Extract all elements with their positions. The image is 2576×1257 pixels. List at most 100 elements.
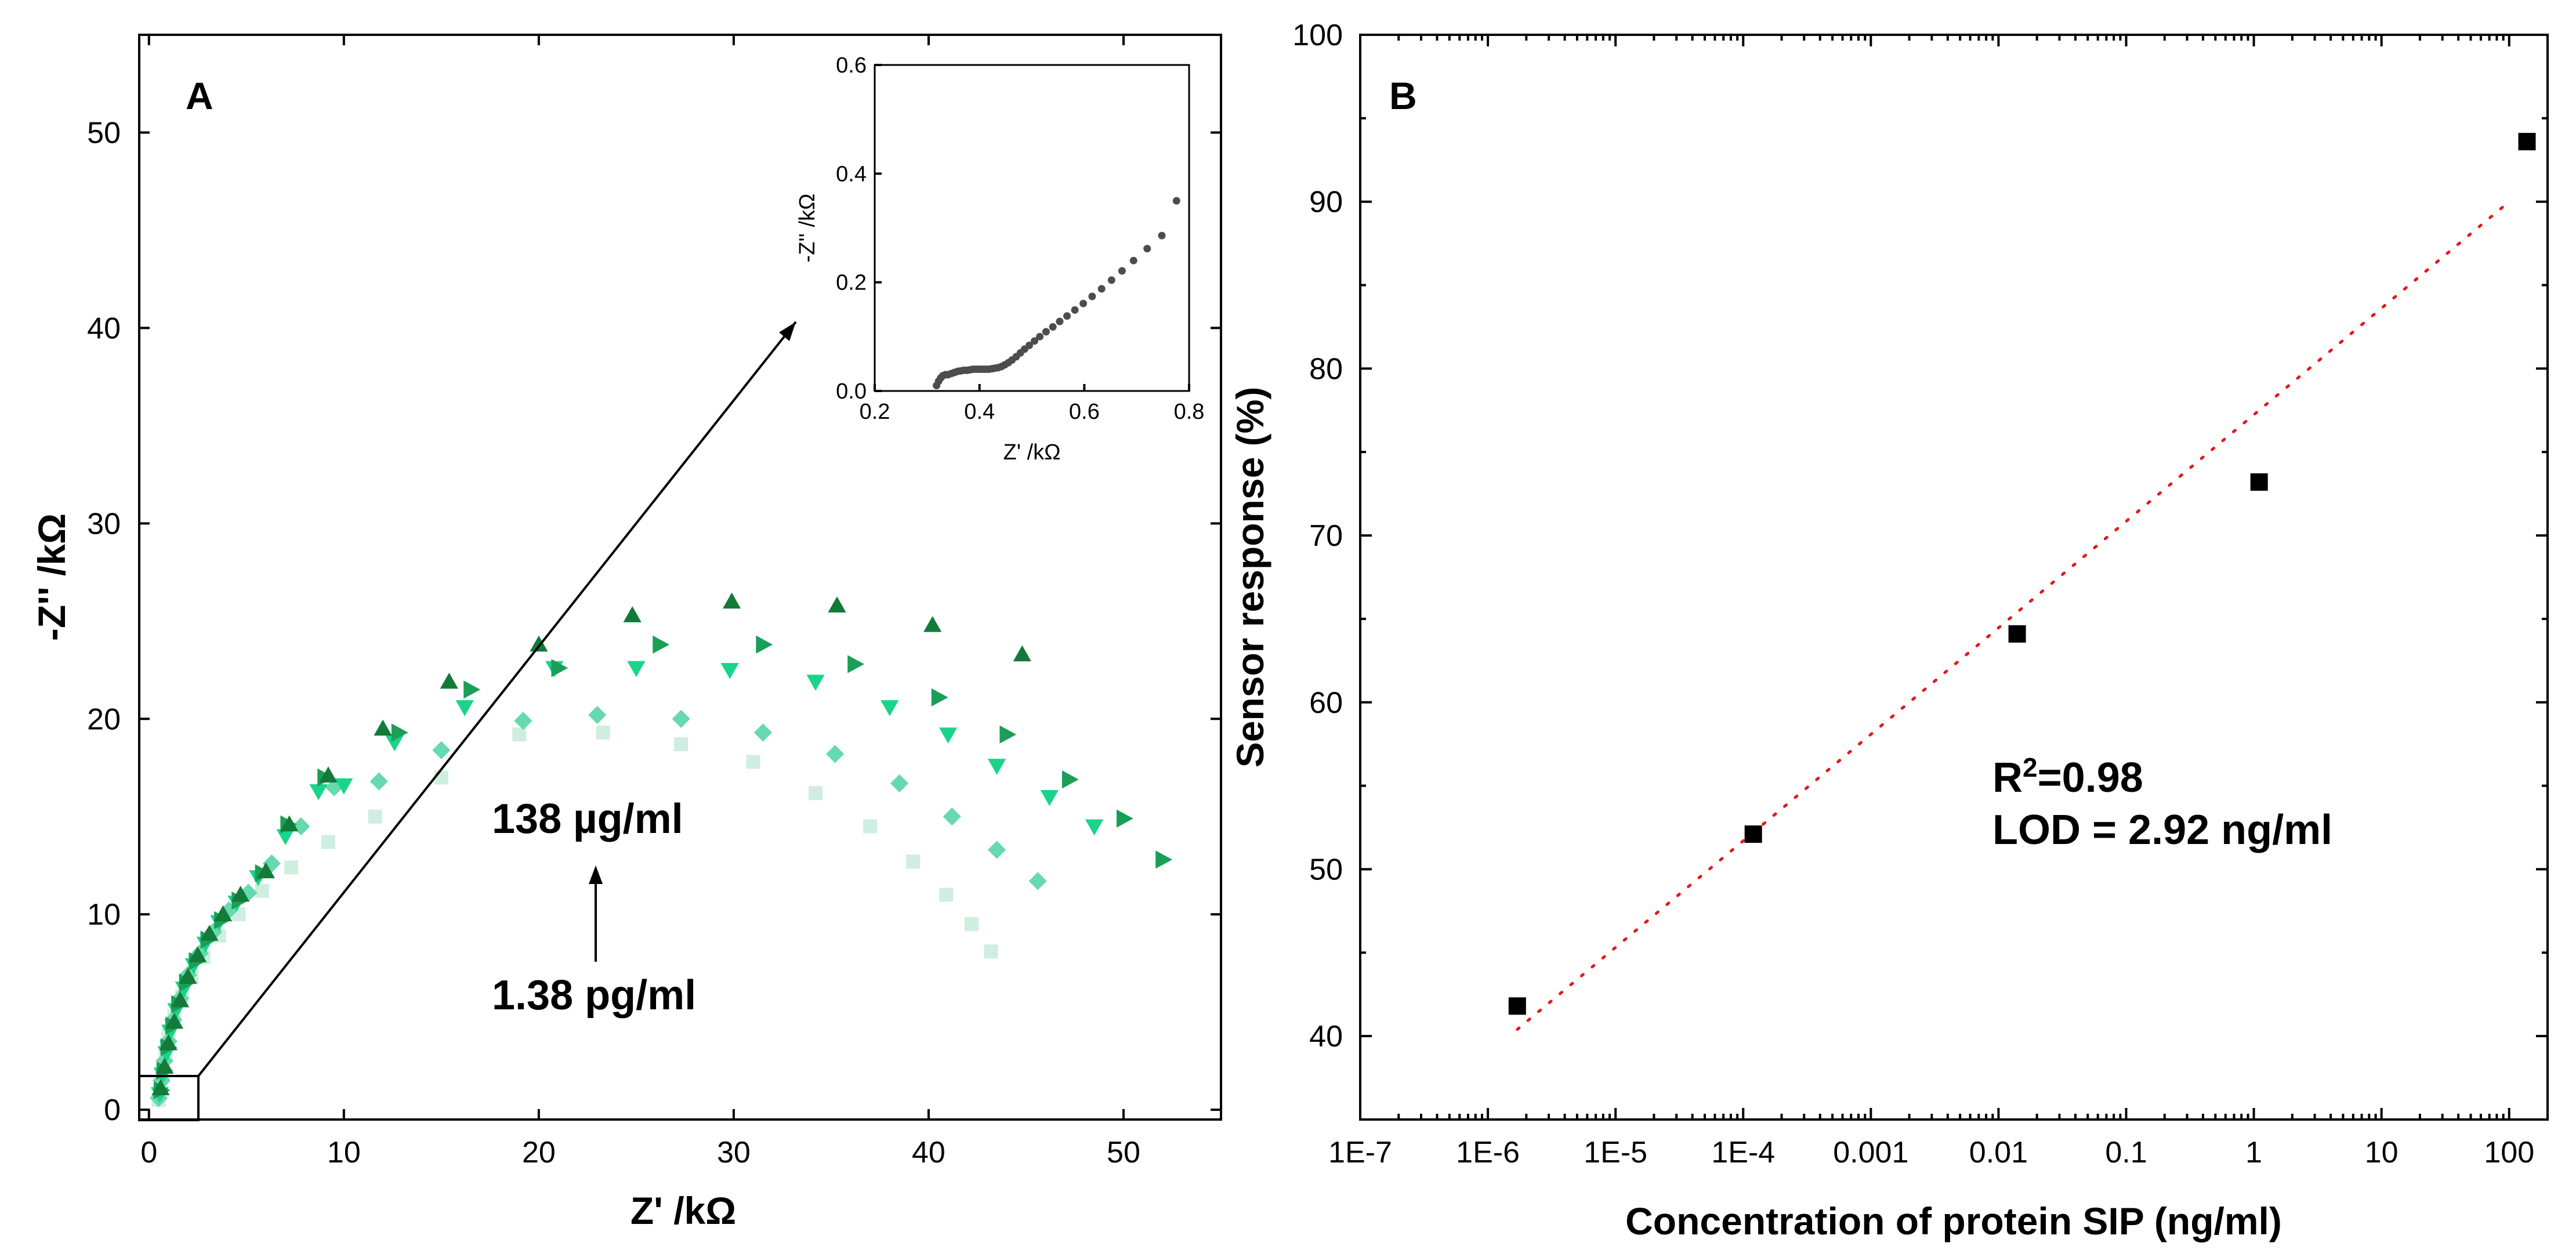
- lod-label: LOD = 2.92 ng/ml: [1992, 807, 2332, 853]
- data-point-triangle-right: [999, 725, 1017, 744]
- inset-data-point: [1158, 231, 1166, 240]
- r-squared-superscript: 2: [2023, 752, 2038, 783]
- data-point-triangle-down: [1040, 790, 1059, 806]
- data-point-triangle-right: [756, 635, 773, 654]
- panel-a-frame: [138, 34, 1222, 1121]
- data-point-triangle-up: [159, 1034, 178, 1050]
- panel-a-y-axis-title: -Z'' /kΩ: [30, 513, 73, 641]
- b-y-tick-label: 60: [1309, 686, 1343, 720]
- inset-y-tick-label: 0.2: [836, 271, 867, 295]
- panel-b-points: [1508, 133, 2536, 1015]
- data-point-triangle-down: [881, 700, 899, 716]
- data-point-triangle-down: [385, 735, 404, 752]
- inset-data-point: [1036, 332, 1044, 340]
- a-y-tick-label: 50: [87, 116, 121, 150]
- data-point-triangle-up: [1013, 645, 1031, 662]
- b-x-tick-label: 10: [2365, 1136, 2399, 1169]
- panel-b-letter: B: [1389, 74, 1417, 117]
- data-point-square: [746, 755, 760, 769]
- data-point-square: [596, 725, 610, 740]
- data-point: [2250, 473, 2268, 491]
- data-point-square: [984, 944, 998, 959]
- data-point-triangle-down: [720, 663, 739, 679]
- zoom-arrow-line: [197, 321, 797, 1077]
- data-point-triangle-up: [189, 946, 207, 962]
- a-y-tick-label: 20: [87, 702, 121, 736]
- data-point-triangle-right: [847, 655, 865, 673]
- data-point-square: [321, 835, 335, 849]
- b-y-tick-label: 70: [1309, 519, 1343, 553]
- inset-y-tick-label: 0.0: [836, 379, 867, 404]
- data-point-triangle-down: [1085, 819, 1104, 836]
- a-x-tick-label: 40: [912, 1136, 945, 1169]
- panel-a-inset: 0.2 0.4 0.6 0.8 0.00.20.40.6 Z' /kΩ -Z'' /k…: [795, 53, 1204, 465]
- inset-data-point: [1088, 292, 1096, 300]
- panel-b: B 1E-7 1E-6 1E-5 1E-4 0.001 0.01 0.1 1 10 100 40 5…: [1229, 19, 2549, 1242]
- a-y-tick-label: 30: [87, 507, 121, 541]
- data-point-triangle-right: [391, 723, 408, 742]
- b-x-tick-label: 1: [2245, 1136, 2262, 1169]
- a-x-tick-label: 0: [140, 1136, 157, 1169]
- a-y-tick-label: 10: [87, 898, 121, 932]
- data-point-diamond: [369, 772, 388, 791]
- data-point-triangle-down: [987, 759, 1006, 775]
- b-y-tick-label: 90: [1309, 186, 1343, 219]
- data-point-triangle-right: [463, 680, 481, 699]
- panel-b-y-axis-title: Sensor response (%): [1229, 387, 1271, 768]
- zoom-box: [138, 1075, 200, 1121]
- data-point-square: [255, 883, 269, 898]
- panel-a: A 0 10 20 30 40 50 0 10 20 30 40 50 Z' /kΩ -Z'' /k…: [30, 34, 1222, 1232]
- panel-b-fit-line: [1516, 200, 2511, 1031]
- data-point-square: [906, 854, 921, 869]
- data-point-triangle-up: [165, 1012, 184, 1029]
- panel-a-points: [150, 592, 1172, 1107]
- a-x-tick-label: 10: [327, 1136, 361, 1169]
- data-point-triangle-up: [200, 925, 219, 941]
- data-point-triangle-up: [722, 592, 741, 609]
- b-y-tick-label: 100: [1292, 19, 1343, 52]
- zoom-arrow-head: [779, 322, 796, 341]
- data-point-triangle-up: [374, 719, 392, 736]
- data-point-triangle-up: [280, 815, 299, 832]
- fit-line: [1516, 200, 2511, 1031]
- data-point-diamond: [432, 741, 451, 759]
- data-point: [1508, 997, 1526, 1015]
- data-point-triangle-up: [923, 615, 942, 632]
- data-point: [2008, 625, 2026, 643]
- a-y-tick-label: 0: [104, 1093, 121, 1127]
- panel-a-y-ticks: 0 10 20 30 40 50: [87, 116, 1221, 1127]
- data-point-diamond: [890, 774, 909, 793]
- data-point: [1744, 825, 1762, 843]
- data-point-triangle-up: [828, 596, 846, 613]
- data-point-diamond: [672, 709, 690, 728]
- b-y-tick-label: 80: [1309, 352, 1343, 386]
- data-point-triangle-down: [455, 700, 474, 716]
- data-point-triangle-up: [171, 991, 190, 1008]
- data-point-triangle-down: [276, 829, 295, 846]
- b-x-tick-label: 100: [2484, 1136, 2534, 1169]
- panel-b-y-ticks: 40 50 60 70 80 90 100: [1292, 19, 2548, 1053]
- inset-x-axis-title: Z' /kΩ: [1003, 440, 1061, 465]
- data-point-square: [863, 819, 878, 834]
- data-point-triangle-up: [155, 1057, 174, 1074]
- panel-b-frame: [1359, 34, 2549, 1121]
- inset-data-point: [1172, 197, 1180, 205]
- data-point-triangle-up: [256, 862, 276, 879]
- data-point-diamond: [943, 807, 961, 826]
- data-point-square: [368, 809, 382, 824]
- a-y-tick-label: 40: [87, 311, 121, 345]
- inset-data-point: [1025, 341, 1033, 349]
- a-x-tick-label: 20: [522, 1136, 556, 1169]
- inset-x-tick-label: 0.8: [1174, 400, 1205, 424]
- data-point-triangle-right: [1116, 809, 1133, 828]
- inset-frame: [874, 64, 1190, 392]
- r-squared-r: R: [1992, 755, 2023, 801]
- r-squared-label: R2=0.98: [1992, 752, 2143, 801]
- b-x-tick-label: 0.001: [1833, 1136, 1908, 1169]
- data-point-triangle-up: [530, 635, 548, 652]
- panel-a-letter: A: [186, 74, 213, 117]
- inset-y-axis-title: -Z'' /kΩ: [795, 194, 820, 263]
- data-point-triangle-up: [623, 606, 642, 622]
- data-point-triangle-down: [806, 675, 825, 691]
- data-point-triangle-down: [309, 784, 328, 800]
